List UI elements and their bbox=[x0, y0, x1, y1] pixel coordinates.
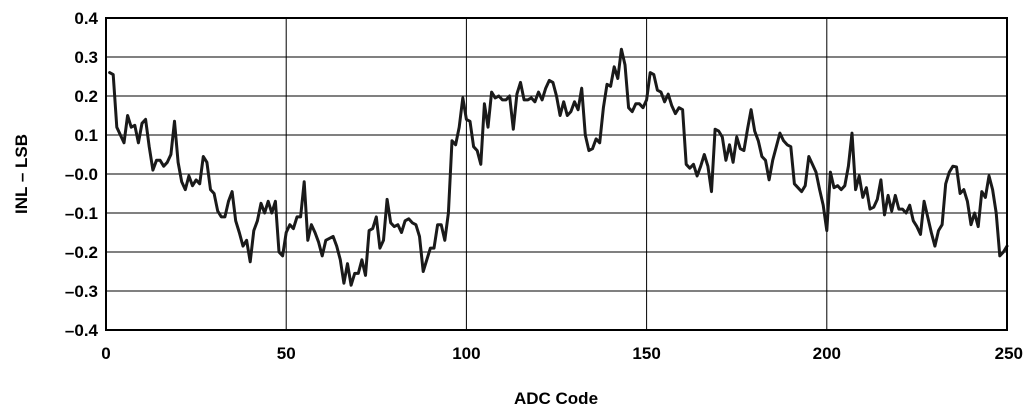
y-axis-title: INL – LSB bbox=[12, 134, 31, 214]
x-tick-label: 0 bbox=[101, 344, 110, 363]
x-tick-label: 150 bbox=[632, 344, 660, 363]
y-axis-ticks: 0.4 0.3 0.2 0.1 –0.0 –0.1 –0.2 –0.3 –0.4 bbox=[65, 9, 99, 340]
x-tick-label: 200 bbox=[813, 344, 841, 363]
y-tick-label: 0.2 bbox=[74, 87, 98, 106]
y-tick-label: –0.4 bbox=[65, 321, 99, 340]
y-tick-label: 0.1 bbox=[74, 126, 98, 145]
x-tick-label: 100 bbox=[452, 344, 480, 363]
x-tick-label: 250 bbox=[995, 344, 1023, 363]
x-axis-title: ADC Code bbox=[514, 389, 598, 408]
y-tick-label: –0.2 bbox=[65, 243, 98, 262]
y-tick-label: 0.4 bbox=[74, 9, 98, 28]
plot-frame bbox=[105, 17, 1008, 331]
y-tick-label: –0.3 bbox=[65, 282, 98, 301]
y-tick-label: 0.3 bbox=[74, 48, 98, 67]
y-tick-label: –0.0 bbox=[65, 165, 98, 184]
y-tick-label: –0.1 bbox=[65, 204, 98, 223]
x-tick-label: 50 bbox=[277, 344, 296, 363]
series-line bbox=[108, 47, 1009, 287]
x-axis-ticks: 0 50 100 150 200 250 bbox=[101, 344, 1023, 363]
